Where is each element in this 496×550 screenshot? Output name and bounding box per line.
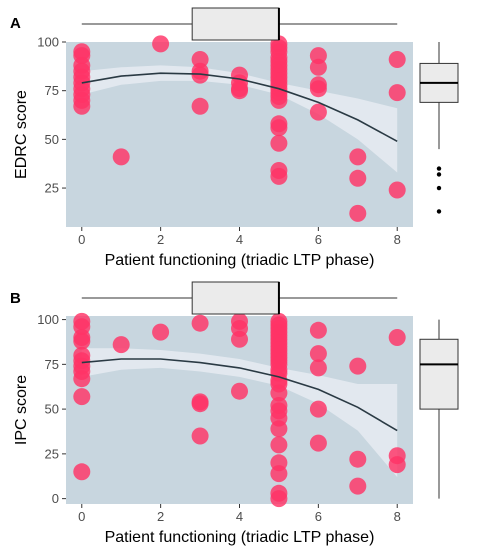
x-tick-label: 0 <box>78 509 85 524</box>
data-point <box>73 370 91 388</box>
y-tick-label: 0 <box>52 491 59 506</box>
data-point <box>309 400 327 418</box>
data-point <box>191 427 209 445</box>
x-tick-label: 8 <box>394 232 401 247</box>
data-point <box>309 321 327 339</box>
y-tick-label: 75 <box>45 357 59 372</box>
data-point <box>309 434 327 452</box>
data-point <box>270 436 288 454</box>
panel-b: B 0 25 50 75 100 0 2 4 6 8 Patient functioning (tri… <box>10 281 459 546</box>
y-marginal-boxplot <box>419 42 459 214</box>
data-point <box>349 477 367 495</box>
x-box-body <box>191 7 280 41</box>
y-box-body <box>419 338 459 410</box>
data-point <box>270 490 288 508</box>
x-marginal-boxplot <box>81 7 398 41</box>
panel-letter: B <box>10 290 21 307</box>
y-marginal-boxplot <box>419 319 459 499</box>
y-tick-label: 25 <box>45 446 59 461</box>
data-point <box>270 465 288 483</box>
y-tick-label: 75 <box>45 83 59 98</box>
data-point <box>152 35 170 53</box>
panel-a: A 25 50 75 100 0 2 4 6 8 Patient functioning (tria… <box>10 7 459 269</box>
data-point <box>73 463 91 481</box>
y-box-outlier <box>436 172 442 177</box>
x-tick-label: 2 <box>157 232 164 247</box>
data-point <box>309 359 327 377</box>
data-point <box>349 204 367 222</box>
x-axis-title: Patient functioning (triadic LTP phase) <box>105 252 375 269</box>
data-point <box>349 357 367 375</box>
data-point <box>309 58 327 76</box>
data-point <box>309 345 327 363</box>
fit-line <box>81 358 398 432</box>
data-point <box>191 395 209 413</box>
x-tick-label: 4 <box>236 232 243 247</box>
data-points <box>73 35 406 222</box>
data-points <box>73 312 406 508</box>
data-point <box>231 330 248 348</box>
x-box-body <box>191 281 280 315</box>
y-tick-label: 100 <box>37 35 59 50</box>
data-point <box>388 329 406 346</box>
panel-letter: A <box>10 15 21 32</box>
x-tick-label: 0 <box>78 232 85 247</box>
data-point <box>191 51 209 68</box>
data-point <box>309 47 327 65</box>
y-axis-title: EDRC score <box>13 90 30 179</box>
data-point <box>309 103 327 121</box>
data-point <box>270 167 288 185</box>
x-tick-label: 2 <box>157 509 164 524</box>
x-tick-label: 4 <box>236 509 243 524</box>
y-tick-label: 50 <box>45 132 59 147</box>
x-marginal-boxplot <box>81 281 398 315</box>
data-point <box>270 91 288 109</box>
data-point <box>388 51 406 68</box>
y-tick-label: 100 <box>37 312 59 327</box>
y-axis-title: IPC score <box>13 375 30 445</box>
data-point <box>231 82 248 100</box>
data-point <box>349 169 367 187</box>
data-point <box>270 420 288 438</box>
data-point <box>73 332 91 350</box>
x-axis-title: Patient functioning (triadic LTP phase) <box>105 529 375 546</box>
y-box-outlier <box>436 185 442 191</box>
y-box-outlier <box>436 209 442 214</box>
y-tick-label: 25 <box>45 181 59 196</box>
data-point <box>231 382 248 400</box>
data-point <box>270 384 288 402</box>
fit-line <box>81 72 398 143</box>
data-point <box>388 181 406 199</box>
data-point <box>191 97 209 115</box>
x-tick-label: 6 <box>315 509 322 524</box>
y-box-outlier <box>436 166 442 171</box>
y-tick-label: 50 <box>45 402 59 417</box>
data-point <box>112 148 130 166</box>
data-point <box>191 314 209 332</box>
data-point <box>191 66 209 84</box>
data-point <box>349 450 367 468</box>
data-point <box>270 119 288 137</box>
confidence-band <box>81 348 398 478</box>
x-tick-label: 6 <box>315 232 322 247</box>
data-point <box>270 134 288 152</box>
data-point <box>112 336 130 354</box>
x-tick-label: 8 <box>394 509 401 524</box>
data-point <box>73 388 91 406</box>
data-point <box>388 456 406 474</box>
data-point <box>309 80 327 98</box>
data-point <box>152 323 170 341</box>
data-point <box>388 84 406 102</box>
data-point <box>349 148 367 166</box>
data-point <box>73 97 91 115</box>
